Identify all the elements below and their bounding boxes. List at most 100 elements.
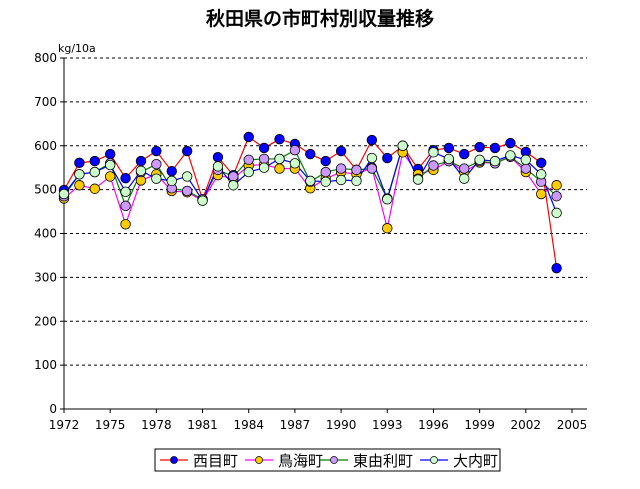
data-point-0	[536, 157, 547, 169]
data-point-3	[228, 180, 239, 191]
data-point-0	[212, 151, 224, 163]
data-point-2	[428, 160, 439, 171]
y-tick-label: 300	[34, 270, 57, 284]
data-point-0	[166, 165, 177, 177]
legend-marker	[330, 456, 338, 464]
data-point-0	[258, 142, 270, 154]
chart-title: 秋田県の市町村別収量推移	[206, 7, 434, 30]
y-tick-label: 700	[34, 95, 57, 109]
x-tick-label: 1993	[372, 418, 403, 432]
data-point-0	[305, 148, 316, 160]
data-point-3	[428, 147, 439, 158]
data-point-3	[382, 194, 393, 205]
data-point-2	[459, 163, 470, 174]
legend-label: 大内町	[453, 452, 498, 470]
data-point-0	[489, 142, 501, 154]
data-point-3	[443, 153, 455, 165]
data-point-2	[181, 185, 193, 197]
x-tick-label: 1978	[141, 418, 172, 432]
data-point-2	[151, 158, 162, 170]
x-tick-label: 1999	[464, 418, 495, 432]
data-point-2	[228, 171, 239, 182]
data-point-3	[58, 188, 70, 200]
data-point-0	[151, 145, 162, 157]
data-point-3	[151, 173, 162, 184]
data-point-3	[366, 152, 378, 164]
data-point-0	[382, 152, 393, 164]
data-point-2	[520, 163, 532, 174]
legend-marker	[255, 456, 263, 464]
data-point-3	[551, 207, 562, 219]
data-point-3	[74, 169, 85, 180]
data-point-1	[382, 223, 393, 234]
data-point-3	[243, 166, 254, 178]
data-point-2	[335, 163, 347, 174]
data-point-0	[320, 155, 331, 167]
data-point-3	[135, 165, 147, 176]
data-point-0	[104, 148, 116, 160]
data-point-3	[274, 153, 285, 165]
data-point-0	[551, 262, 562, 274]
x-tick-label: 1990	[326, 418, 357, 432]
x-tick-label: 1975	[95, 418, 126, 432]
data-point-3	[474, 154, 485, 165]
data-point-0	[120, 173, 131, 184]
data-point-0	[335, 145, 347, 157]
data-point-1	[89, 183, 100, 194]
data-point-2	[243, 154, 254, 165]
data-point-1	[536, 188, 547, 200]
data-point-0	[74, 157, 85, 169]
y-tick-label: 0	[49, 402, 57, 416]
data-point-1	[104, 171, 116, 182]
data-point-0	[505, 137, 516, 149]
data-point-3	[305, 175, 316, 187]
legend: 西目町 鳥海町 東由利町 大内町	[154, 448, 501, 472]
data-point-3	[320, 176, 331, 187]
x-tick-label: 1984	[233, 418, 264, 432]
x-tick-label: 1996	[418, 418, 449, 432]
data-point-3	[89, 166, 100, 178]
data-point-3	[166, 175, 177, 187]
data-point-3	[289, 158, 301, 169]
data-point-1	[551, 180, 562, 191]
data-point-1	[274, 163, 285, 174]
x-tick-label: 1981	[187, 418, 218, 432]
y-tick-label: 100	[34, 358, 57, 372]
data-point-2	[551, 191, 562, 202]
data-point-3	[181, 171, 193, 182]
data-point-3	[104, 159, 116, 171]
data-point-2	[366, 163, 378, 174]
data-point-3	[505, 150, 516, 161]
data-point-3	[335, 174, 347, 186]
legend-label: 東由利町	[353, 452, 413, 470]
data-point-0	[274, 133, 285, 145]
data-point-3	[536, 169, 547, 180]
y-tick-label: 600	[34, 139, 57, 153]
data-point-3	[397, 140, 408, 151]
data-point-0	[181, 145, 193, 157]
data-point-3	[258, 162, 270, 173]
data-point-2	[320, 166, 331, 178]
data-point-0	[89, 155, 100, 167]
data-point-3	[197, 195, 208, 206]
data-point-0	[135, 155, 147, 167]
data-point-2	[289, 144, 301, 156]
y-tick-label: 500	[34, 183, 57, 197]
y-tick-label: 800	[34, 51, 57, 65]
data-point-0	[459, 148, 470, 160]
data-point-3	[120, 186, 131, 198]
data-point-1	[74, 180, 85, 191]
legend-marker	[430, 456, 438, 464]
data-point-3	[412, 174, 424, 185]
data-point-3	[520, 154, 532, 165]
x-tick-label: 2002	[511, 418, 542, 432]
data-point-3	[459, 173, 470, 184]
data-point-3	[212, 161, 224, 172]
data-point-0	[474, 141, 485, 153]
data-point-0	[366, 134, 378, 146]
data-point-3	[351, 175, 362, 187]
legend-label: 西目町	[193, 452, 238, 470]
y-tick-label: 400	[34, 227, 57, 241]
